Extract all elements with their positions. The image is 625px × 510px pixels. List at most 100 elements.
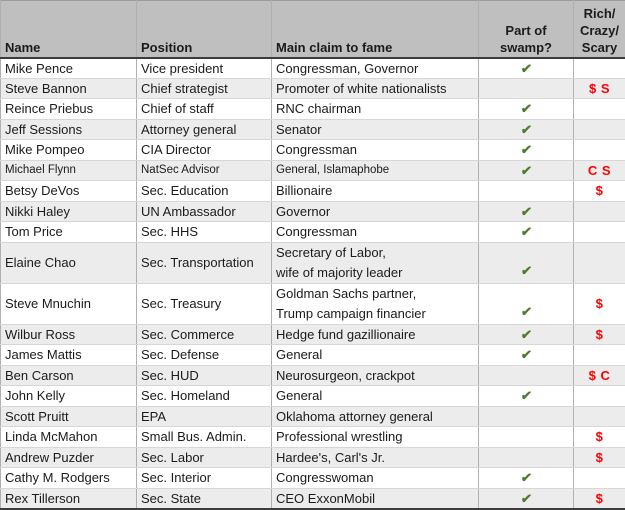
rcs-cell: $ xyxy=(574,283,625,324)
name-cell: Wilbur Ross xyxy=(1,324,137,345)
claim-cell: Hardee's, Carl's Jr. xyxy=(272,447,479,468)
claim-cell: Goldman Sachs partner, Trump campaign fi… xyxy=(272,283,479,324)
swamp-cell: ✔ xyxy=(479,488,574,509)
position-cell: UN Ambassador xyxy=(137,201,272,222)
claim-cell: Congressman xyxy=(272,222,479,243)
swamp-cell: ✔ xyxy=(479,345,574,366)
claim-cell: RNC chairman xyxy=(272,99,479,120)
claim-cell: Hedge fund gazillionaire xyxy=(272,324,479,345)
name-cell: Mike Pompeo xyxy=(1,140,137,161)
name-cell: John Kelly xyxy=(1,386,137,407)
position-cell: Sec. Labor xyxy=(137,447,272,468)
rcs-cell xyxy=(574,201,625,222)
claim-cell: General xyxy=(272,386,479,407)
claim-cell: Congressman, Governor xyxy=(272,58,479,79)
rcs-cell xyxy=(574,140,625,161)
name-cell: James Mattis xyxy=(1,345,137,366)
position-cell: Sec. HUD xyxy=(137,365,272,386)
claim-cell: Neurosurgeon, crackpot xyxy=(272,365,479,386)
name-cell: Ben Carson xyxy=(1,365,137,386)
claim-cell: General, Islamaphobe xyxy=(272,160,479,181)
check-icon: ✔ xyxy=(520,59,533,78)
rcs-cell xyxy=(574,99,625,120)
name-cell: Scott Pruitt xyxy=(1,406,137,427)
claim-cell: Senator xyxy=(272,119,479,140)
check-icon: ✔ xyxy=(520,325,533,344)
position-cell: Small Bus. Admin. xyxy=(137,427,272,448)
swamp-cell: ✔ xyxy=(479,140,574,161)
rcs-cell xyxy=(574,468,625,489)
rcs-cell: $ xyxy=(574,488,625,509)
check-icon: ✔ xyxy=(520,489,533,508)
check-icon: ✔ xyxy=(520,222,533,241)
rcs-cell: $ S xyxy=(574,78,625,99)
name-cell: Betsy DeVos xyxy=(1,181,137,202)
swamp-cell: ✔ xyxy=(479,324,574,345)
column-header-name: Name xyxy=(1,1,137,58)
rcs-cell xyxy=(574,58,625,79)
check-icon: ✔ xyxy=(519,261,532,281)
rich-crazy-scary-flags: $ xyxy=(596,296,604,311)
rich-crazy-scary-flags: $ xyxy=(596,491,604,506)
claim-cell: Oklahoma attorney general xyxy=(272,406,479,427)
check-icon: ✔ xyxy=(520,386,533,405)
claim-cell: Professional wrestling xyxy=(272,427,479,448)
claim-cell: General xyxy=(272,345,479,366)
rcs-cell: $ C xyxy=(574,365,625,386)
name-cell: Elaine Chao xyxy=(1,242,137,283)
rich-crazy-scary-flags: $ xyxy=(596,429,604,444)
claim-cell: Congresswoman xyxy=(272,468,479,489)
swamp-cell: ✔ xyxy=(479,201,574,222)
claim-cell: Secretary of Labor, wife of majority lea… xyxy=(272,242,479,283)
swamp-cell: ✔ xyxy=(479,222,574,243)
swamp-cell xyxy=(479,427,574,448)
rcs-cell: $ xyxy=(574,447,625,468)
claim-cell: CEO ExxonMobil xyxy=(272,488,479,509)
name-cell: Michael Flynn xyxy=(1,160,137,181)
check-icon: ✔ xyxy=(520,345,533,364)
check-icon: ✔ xyxy=(519,302,532,322)
name-cell: Nikki Haley xyxy=(1,201,137,222)
position-cell: Sec. Education xyxy=(137,181,272,202)
column-header-rich-crazy-scary: Rich/ Crazy/ Scary xyxy=(574,1,625,58)
rich-crazy-scary-flags: $ C xyxy=(589,368,611,383)
check-icon: ✔ xyxy=(520,202,533,221)
rcs-cell: C S xyxy=(574,160,625,181)
swamp-cell: ✔ xyxy=(479,386,574,407)
rich-crazy-scary-flags: $ xyxy=(596,183,604,198)
rcs-cell xyxy=(574,222,625,243)
rich-crazy-scary-flags: $ S xyxy=(589,81,610,96)
position-cell: Sec. State xyxy=(137,488,272,509)
position-cell: EPA xyxy=(137,406,272,427)
position-cell: Sec. HHS xyxy=(137,222,272,243)
name-cell: Mike Pence xyxy=(1,58,137,79)
check-icon: ✔ xyxy=(520,468,533,487)
swamp-cell xyxy=(479,365,574,386)
position-cell: CIA Director xyxy=(137,140,272,161)
rcs-cell xyxy=(574,406,625,427)
claim-cell: Billionaire xyxy=(272,181,479,202)
claim-cell: Congressman xyxy=(272,140,479,161)
swamp-cell xyxy=(479,447,574,468)
check-icon: ✔ xyxy=(520,120,533,139)
swamp-cell: ✔ xyxy=(479,283,574,324)
name-cell: Steve Mnuchin xyxy=(1,283,137,324)
column-header-swamp: Part of swamp? xyxy=(479,1,574,58)
rcs-cell xyxy=(574,386,625,407)
swamp-cell: ✔ xyxy=(479,242,574,283)
